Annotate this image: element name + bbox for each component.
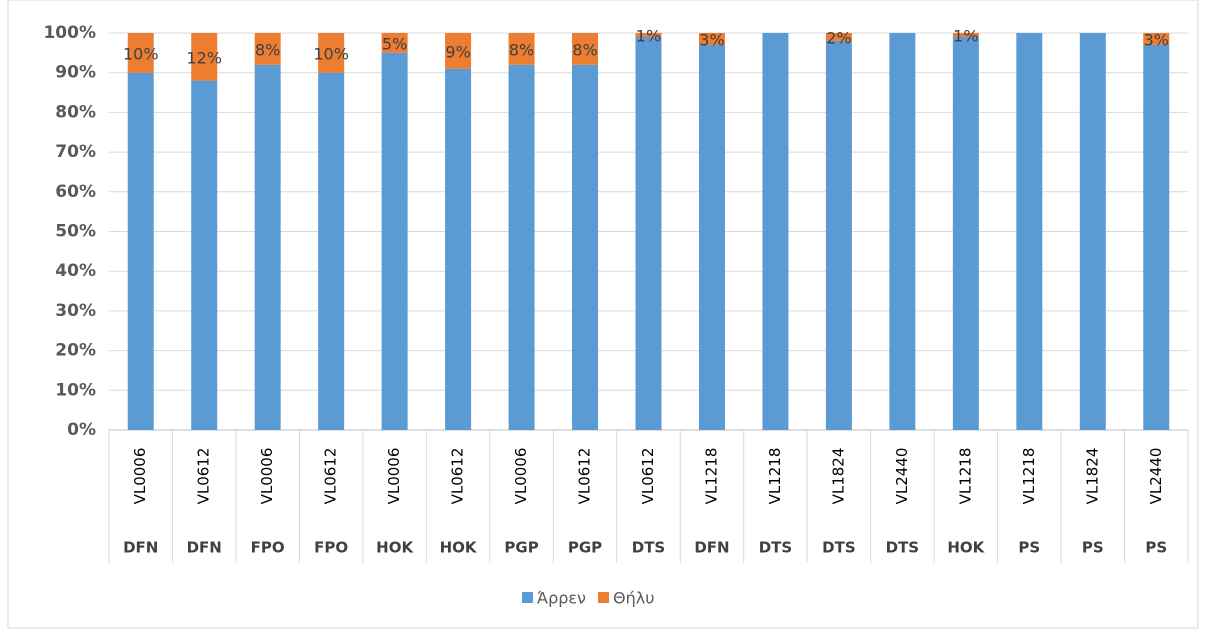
x-group-label: PGP [504,539,538,557]
data-label: 9% [445,42,470,61]
data-label: 1% [636,26,661,45]
x-tick-label: VL0006 [258,448,276,505]
bar-segment [825,33,852,41]
data-label: 10% [123,44,159,63]
x-tick-label: VL2440 [1147,448,1165,505]
bar-segment [762,33,789,430]
x-group-label: FPO [251,539,285,557]
y-tick-label: 80% [55,102,96,122]
data-label: 8% [255,40,280,59]
x-tick-label: VL1218 [956,448,974,505]
legend-label: Άρρεν [537,589,586,608]
x-tick-label: VL0006 [131,448,149,505]
bar-segment [127,33,154,73]
y-tick-label: 10% [55,380,96,400]
x-tick-label: VL0612 [322,448,340,505]
x-group-label: DTS [759,539,793,557]
bar-segment [889,33,916,430]
x-tick-label: VL0006 [512,448,530,505]
bar-segment [191,80,218,430]
bar-segment [698,44,725,430]
x-tick-label: VL1824 [1083,448,1101,505]
bar-segment [508,64,535,430]
y-tick-label: 0% [67,420,96,440]
x-group-label: DTS [886,539,920,557]
x-tick-label: VL0006 [385,448,403,505]
data-label: 8% [572,40,597,59]
bar-segment [445,33,472,69]
y-tick-label: 30% [55,301,96,321]
bar-segment [1143,44,1170,430]
bar-segment [1143,33,1170,45]
bar-segment [635,36,662,430]
bar-segment [381,33,408,53]
bar-segment [572,64,599,430]
x-tick-label: VL0612 [576,448,594,505]
x-tick-label: VL1218 [1020,448,1038,505]
x-group-label: DFN [187,539,222,557]
y-tick-label: 70% [55,142,96,162]
y-tick-label: 20% [55,341,96,361]
bar-segment [127,72,154,430]
x-tick-label: VL0612 [195,448,213,505]
bar-segment [952,33,979,37]
legend-swatch [597,592,609,603]
x-group-label: DTS [632,539,666,557]
x-group-label: DTS [822,539,856,557]
x-tick-label: VL1218 [702,448,720,505]
x-group-label: HOK [947,539,985,557]
x-group-label: PS [1018,539,1040,557]
bar-segment [445,68,472,430]
x-tick-label: VL1824 [829,448,847,505]
bar-segment [254,64,281,430]
data-label: 2% [826,28,851,47]
x-tick-label: VL0612 [449,448,467,505]
bar-segment [698,33,725,45]
bar-segment [191,33,218,81]
data-label: 10% [313,44,349,63]
x-group-label: DFN [123,539,158,557]
x-group-label: HOK [376,539,414,557]
bar-segment [952,36,979,430]
bar-segment [825,40,852,430]
legend-label: Θήλυ [613,589,654,608]
x-group-label: PS [1082,539,1104,557]
x-group-label: PS [1145,539,1167,557]
data-label: 5% [382,34,407,53]
y-tick-label: 90% [55,63,96,83]
x-group-label: PGP [568,539,602,557]
y-tick-label: 50% [55,222,96,242]
x-group-label: FPO [314,539,348,557]
y-tick-label: 40% [55,261,96,281]
bar-segment [254,33,281,65]
data-label: 8% [509,40,534,59]
data-label: 3% [1144,30,1169,49]
x-tick-label: VL2440 [893,448,911,505]
bar-segment [572,33,599,65]
bar-segment [1016,33,1043,430]
y-tick-label: 100% [43,23,96,43]
x-group-label: HOK [440,539,478,557]
x-tick-label: VL0612 [639,448,657,505]
legend-swatch [522,592,533,603]
bar-segment [318,33,345,73]
data-label: 12% [186,48,222,67]
bar-segment [508,33,535,65]
x-group-label: DFN [694,539,729,557]
bar-segment [635,33,662,37]
x-tick-label: VL1218 [766,448,784,505]
data-label: 3% [699,30,724,49]
bar-segment [318,72,345,430]
y-tick-label: 60% [55,182,96,202]
data-label: 1% [953,26,978,45]
bar-segment [381,52,408,430]
bar-segment [1079,33,1106,430]
